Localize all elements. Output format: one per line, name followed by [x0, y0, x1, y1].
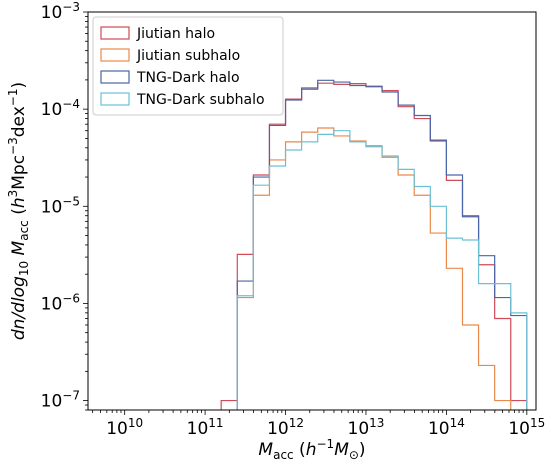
- legend-label-3: TNG-Dark subhalo: [136, 92, 265, 108]
- x-tick-label: 1014: [428, 416, 465, 439]
- legend-box: [92, 16, 284, 116]
- x-tick-label: 1011: [187, 416, 224, 439]
- x-tick-label: 1012: [267, 416, 304, 439]
- series-0-histogram: [220, 82, 528, 410]
- legend-swatch-0: [100, 26, 130, 40]
- series-1-histogram: [236, 127, 512, 410]
- legend-label-1: Jiutian subhalo: [136, 48, 240, 64]
- legend-swatch-2: [100, 70, 130, 84]
- y-tick-label: 10−6: [41, 291, 80, 314]
- legend-swatch-1: [100, 48, 130, 62]
- series-2-histogram: [236, 79, 528, 410]
- x-tick-label: 1015: [508, 416, 545, 439]
- x-axis-label: Macc (h−1M⊙): [258, 437, 365, 462]
- y-tick-label: 10−4: [41, 97, 80, 120]
- series-3-histogram: [236, 130, 528, 410]
- y-axis-label: dn/dlog10 Macc (h3Mpc−3dex−1): [6, 82, 31, 340]
- y-tick-label: 10−5: [41, 194, 80, 217]
- x-tick-label: 1010: [106, 416, 143, 439]
- legend-label-2: TNG-Dark halo: [136, 70, 240, 86]
- y-tick-label: 10−3: [41, 0, 80, 23]
- x-tick-label: 1013: [348, 416, 385, 439]
- legend-label-0: Jiutian halo: [136, 26, 215, 42]
- y-tick-label: 10−7: [41, 389, 80, 412]
- legend-swatch-3: [100, 92, 130, 106]
